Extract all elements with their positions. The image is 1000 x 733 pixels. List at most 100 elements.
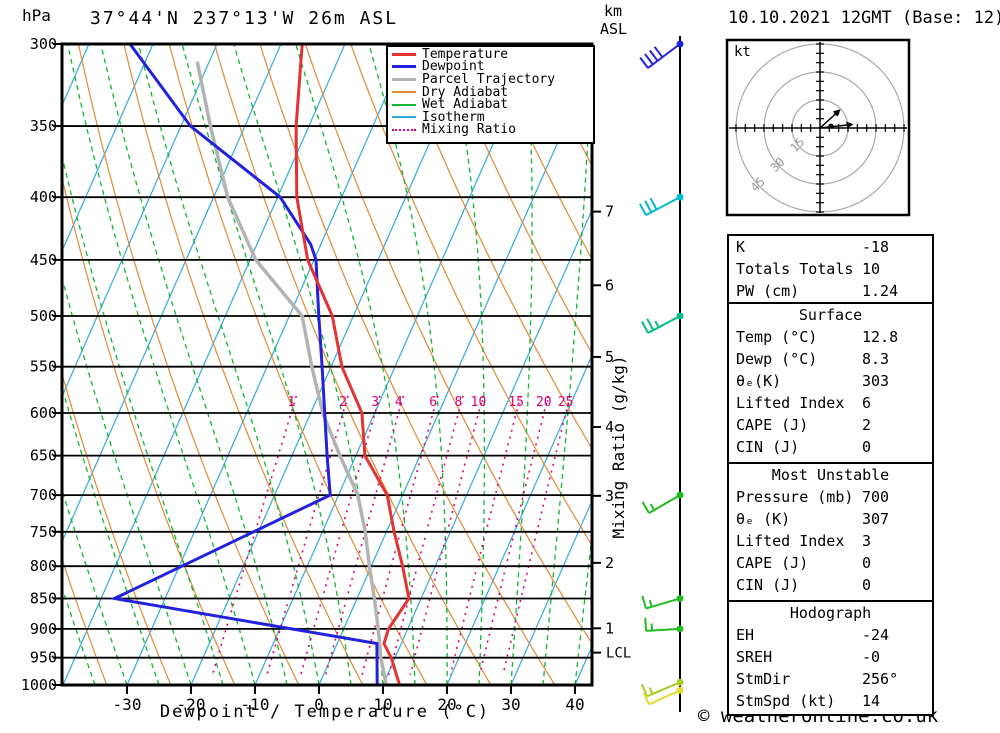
pressure-tick-label: 450 (30, 251, 57, 269)
wet-adiabat-line (181, 44, 352, 685)
dry-adiabat-line (123, 44, 364, 685)
temperature-tick-label: 20 (437, 695, 456, 714)
legend-item-label: Temperature (422, 46, 509, 62)
mixing-ratio-line (502, 395, 571, 675)
temperature-tick-label: 0 (314, 695, 324, 714)
legend-item-temperature: Temperature (388, 46, 593, 62)
legend-item-parcel-trajectory: Parcel Trajectory (388, 72, 593, 87)
legend-item-label: Isotherm (422, 109, 485, 125)
asl-axis-unit: ASL (600, 20, 628, 38)
legend-item-dry-adiabat: Dry Adiabat (388, 84, 593, 100)
plot-border (60, 42, 594, 687)
stat-row-mu-cape: CAPE (J) 0 (736, 554, 872, 572)
km-tick-label: 7 (605, 203, 614, 221)
mixing-ratio-label: 6 (429, 395, 437, 410)
wind-barb (641, 594, 684, 610)
wind-barb-column (639, 36, 684, 712)
temperature-curve (294, 44, 411, 685)
dry-adiabat-line (395, 44, 592, 450)
mixing-ratio-line (449, 395, 522, 675)
legend-line-sample (392, 65, 416, 69)
mixing-ratio-label: 2 (339, 395, 347, 410)
mixing-ratio-label: 1 (288, 395, 296, 410)
temperature-tick-label: -30 (113, 695, 142, 714)
hodograph-arrow (819, 111, 839, 129)
mixing-ratio-label: 3 (371, 395, 379, 410)
stat-row-eh: EH -24 (736, 626, 890, 644)
wet-adiabat-line (100, 44, 288, 685)
legend-item-wet-adiabat: Wet Adiabat (388, 97, 593, 113)
isotherm-line (62, 44, 154, 253)
legend-item-dewpoint: Dewpoint (388, 59, 593, 75)
mixing-ratio-label: 4 (395, 395, 403, 410)
page-title: 37°44'N 237°13'W 26m ASL (90, 8, 399, 29)
legend-line-sample (392, 91, 416, 94)
temperature-tick-label: 30 (501, 695, 520, 714)
temperature-tick-label: 40 (565, 695, 584, 714)
km-axis-unit: km (604, 2, 623, 20)
mixing-ratio-label: 25 (558, 395, 574, 410)
legend-item-label: Dry Adiabat (422, 84, 509, 100)
pressure-axis-unit: hPa (22, 6, 51, 25)
mixing-ratio-line (478, 395, 549, 675)
isotherm-line (382, 208, 592, 685)
wind-barb (641, 312, 684, 334)
wind-level-dot (676, 678, 684, 686)
temperature-axis-title: Dewpoint / Temperature (°C) (159, 702, 491, 722)
isotherm-line (446, 353, 592, 685)
wind-level-dot (676, 594, 684, 602)
mixing-ratio-label: 20 (536, 395, 552, 410)
legend-item-mixing-ratio: Mixing Ratio (388, 122, 593, 138)
axes: 3003504004505005506006507007508008509009… (21, 35, 631, 714)
hodograph-dot (828, 123, 834, 129)
mixing-ratio-line (211, 395, 298, 676)
dry-adiabat-line (62, 557, 108, 685)
isotherm-line (254, 44, 538, 685)
isotherm-line (62, 44, 218, 398)
stat-row-surface-dewp: Dewp (°C) 8.3 (736, 350, 890, 368)
legend-line-sample (392, 128, 416, 131)
km-tick-label: 6 (605, 276, 614, 294)
stats-panel-indices: K -18 Totals Totals 10 PW (cm) 1.24 (727, 234, 934, 306)
pressure-tick-label: 650 (30, 447, 57, 465)
km-tick-label: 1 (605, 619, 614, 637)
lcl-label: LCL (606, 646, 631, 662)
pressure-tick-label: 900 (30, 620, 57, 638)
wet-adiabat-line (510, 44, 533, 685)
mixing-ratio-label: 10 (471, 395, 487, 410)
wind-barb (641, 678, 684, 698)
stat-row-surface-thetae: θₑ(K) 303 (736, 372, 890, 390)
isotherm-line (62, 44, 346, 685)
stat-row-pw: PW (cm) 1.24 (736, 282, 899, 300)
wind-barb (644, 617, 684, 633)
stat-row-totals-totals: Totals Totals 10 (736, 260, 881, 278)
km-tick-label: 2 (605, 554, 614, 572)
wind-barb (642, 686, 684, 706)
dry-adiabat-line (440, 44, 592, 355)
wind-barb (639, 40, 684, 69)
mixing-ratio-label: 15 (508, 395, 524, 410)
pressure-tick-label: 400 (30, 188, 57, 206)
stats-panel-surface: Surface Temp (°C) 12.8 Dewp (°C) 8.3 θₑ(K)… (727, 302, 934, 464)
legend-item-label: Wet Adiabat (422, 97, 509, 113)
dewpoint-curve (109, 44, 379, 685)
wet-adiabat-line (448, 44, 486, 685)
stat-row-surface-lifted-index: Lifted Index 6 (736, 394, 872, 412)
legend-item-label: Mixing Ratio (422, 122, 516, 138)
hodograph-border (725, 38, 911, 217)
stat-row-stmspd: StmSpd (kt) 14 (736, 692, 881, 710)
pressure-tick-label: 700 (30, 486, 57, 504)
pressure-tick-label: 300 (30, 35, 57, 53)
stat-row-k: K -18 (736, 238, 890, 256)
wind-level-dot (676, 686, 684, 694)
wet-adiabat-line (0, 44, 31, 685)
pressure-tick-label: 800 (30, 557, 57, 575)
wind-level-dot (676, 491, 684, 499)
most-unstable-panel-title: Most Unstable (771, 466, 890, 484)
legend-item-label: Dewpoint (422, 59, 485, 75)
hodograph-arrowhead (846, 121, 854, 129)
pressure-tick-label: 500 (30, 307, 57, 325)
wet-adiabat-line (233, 44, 384, 685)
